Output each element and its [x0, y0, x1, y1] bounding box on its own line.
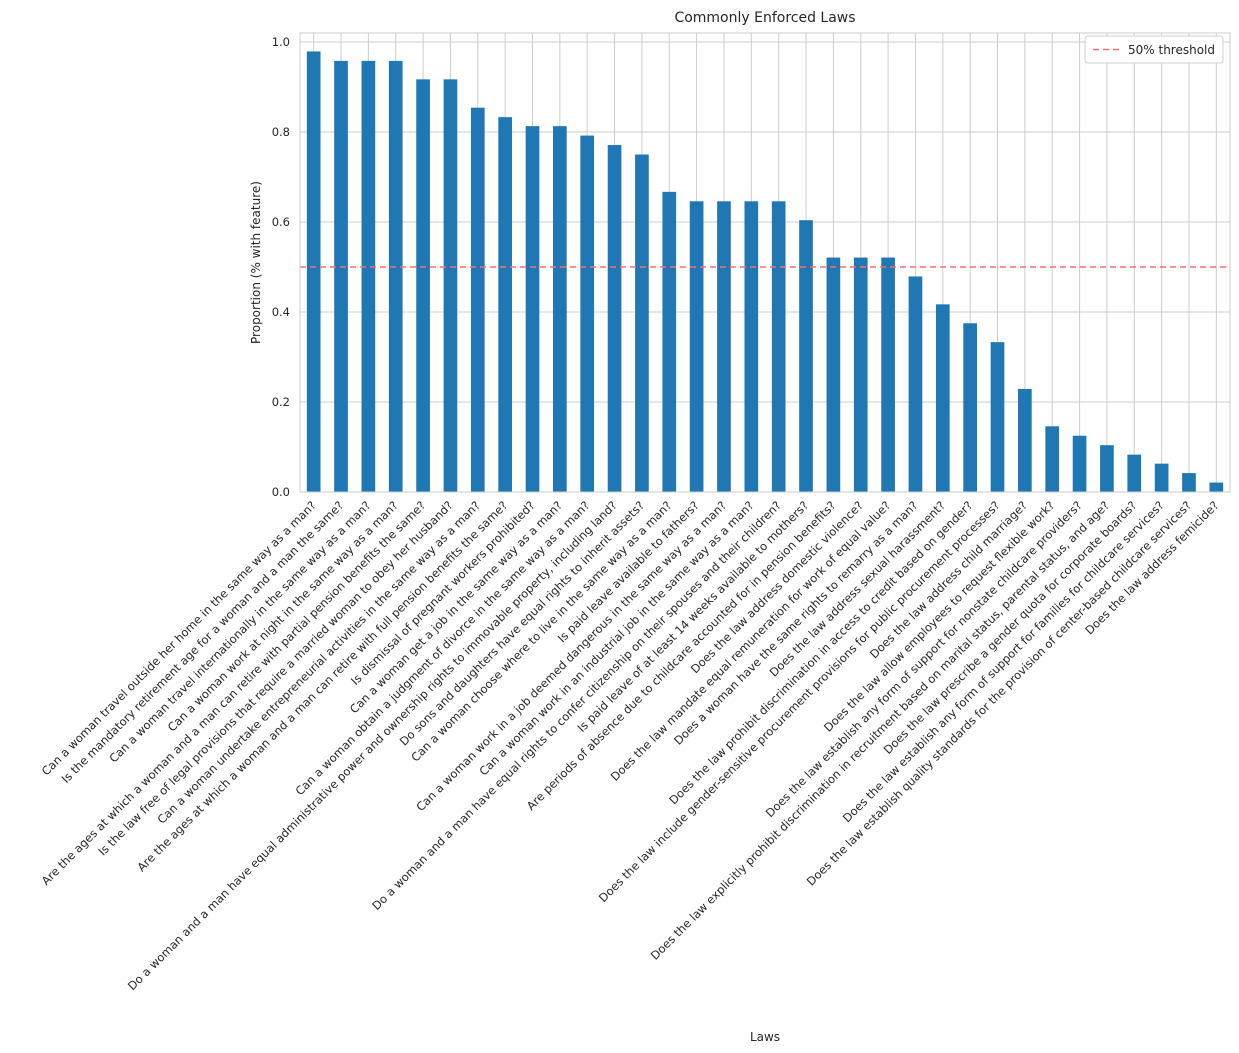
bar: [1018, 388, 1032, 492]
bar: [1100, 445, 1114, 492]
bar: [635, 154, 649, 492]
bar: [908, 276, 923, 492]
bar: [1182, 473, 1196, 492]
bar: [1072, 435, 1087, 492]
x-tick-label: Can a woman travel internationally in th…: [106, 498, 373, 765]
y-tick-label: 0.8: [272, 125, 290, 139]
bar: [990, 342, 1005, 492]
bars: [306, 51, 1224, 493]
bar: [662, 191, 677, 492]
bar: [361, 60, 376, 493]
bar: [580, 135, 595, 492]
bar: [443, 79, 458, 492]
bar: [771, 201, 786, 493]
x-tick-labels: Can a woman travel outside her home in t…: [39, 498, 1222, 993]
bar: [416, 79, 430, 492]
bar: [334, 60, 348, 493]
bar: [1045, 426, 1060, 492]
grid: [300, 33, 1230, 493]
bar: [1127, 454, 1142, 492]
legend: 50% threshold: [1084, 35, 1224, 64]
bar: [388, 60, 403, 493]
bar: [935, 304, 950, 492]
y-tick-label: 0.6: [272, 215, 290, 229]
plot-frame: [299, 32, 1231, 493]
bar: [553, 126, 567, 493]
bar: [1154, 463, 1169, 492]
bar: [826, 257, 841, 492]
bar: [498, 117, 512, 493]
legend-box: [1084, 35, 1224, 64]
bar: [607, 145, 622, 493]
y-tick-label: 0.4: [272, 305, 290, 319]
x-axis-label: Laws: [750, 1030, 780, 1044]
y-tick-label: 0.0: [272, 485, 290, 499]
bar: [1209, 482, 1224, 492]
bar: [306, 51, 321, 492]
y-tick-label: 1.0: [272, 35, 290, 49]
bar: [799, 220, 813, 492]
y-tick-labels: 0.0 0.2 0.4 0.6 0.8 1.0: [272, 35, 290, 499]
chart-title: Commonly Enforced Laws: [674, 10, 855, 26]
bar: [881, 257, 895, 492]
bar: [525, 126, 540, 493]
bar: [717, 201, 731, 493]
bar: [744, 201, 759, 493]
bar: [853, 257, 868, 492]
bar: [689, 201, 704, 493]
legend-threshold-label: 50% threshold: [1128, 43, 1215, 57]
y-axis-label: Proportion (% with feature): [249, 181, 263, 344]
bar: [470, 107, 485, 492]
bar: [963, 323, 977, 492]
y-tick-label: 0.2: [272, 395, 290, 409]
